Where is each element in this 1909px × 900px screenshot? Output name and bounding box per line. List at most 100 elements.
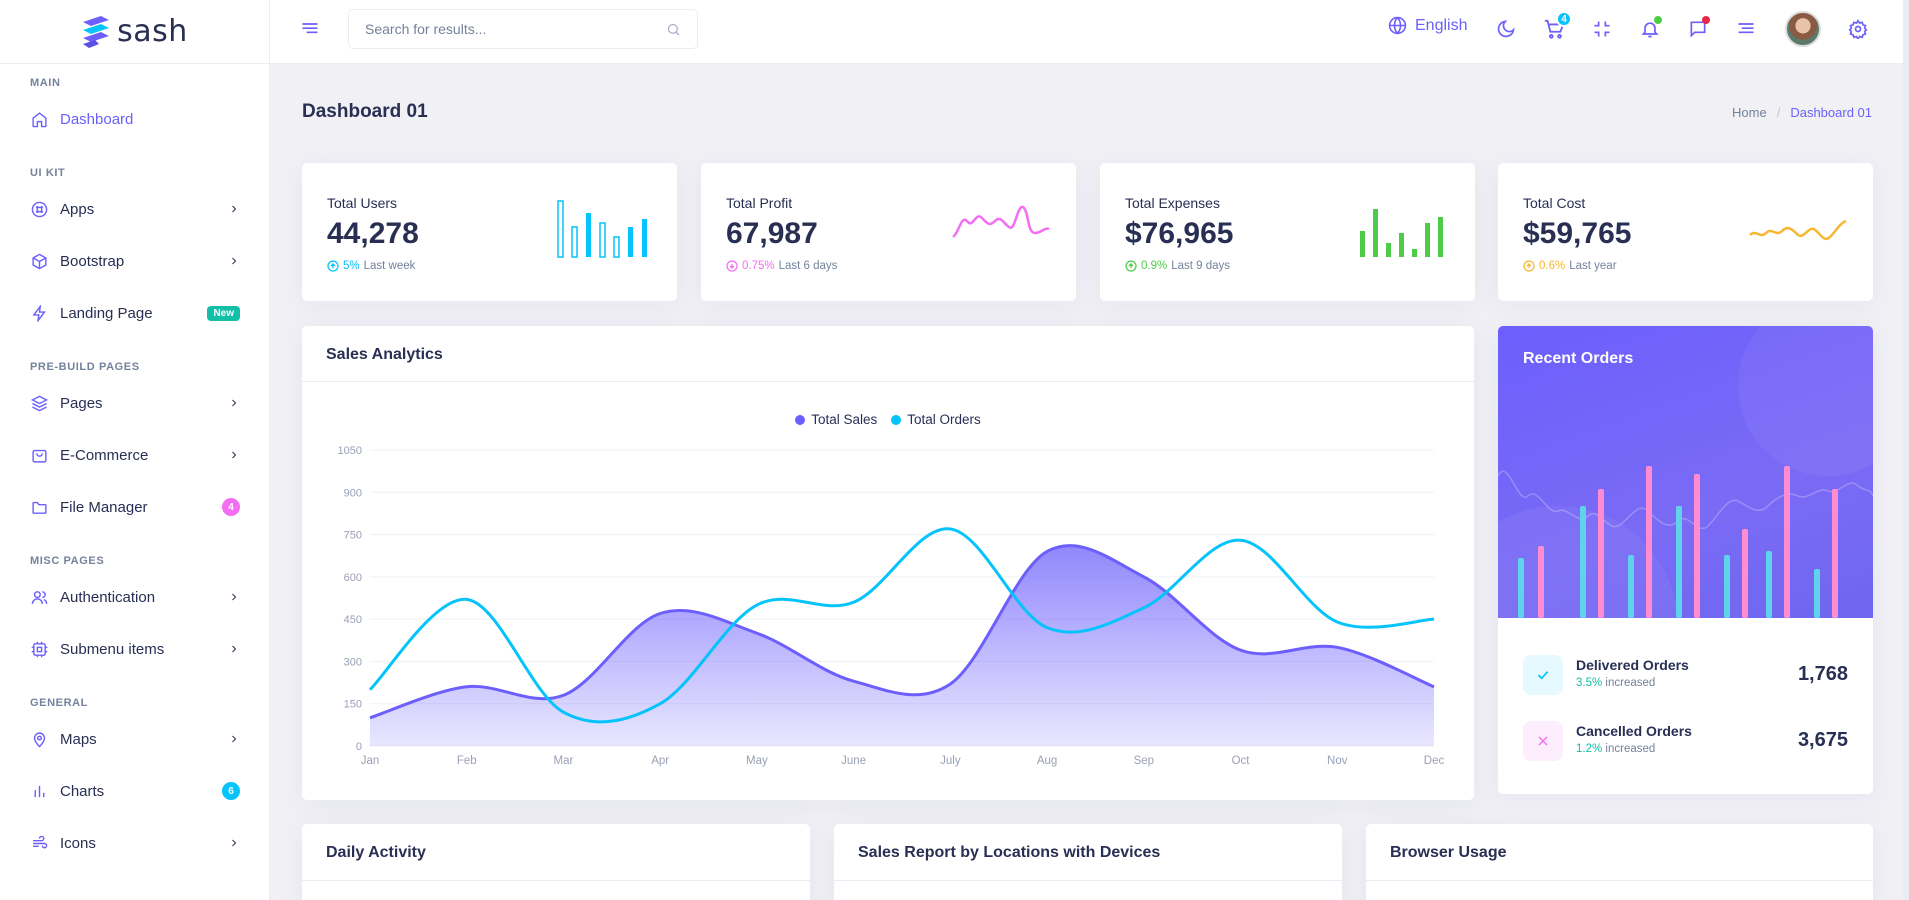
- order-percent: 1.2%: [1576, 743, 1603, 755]
- sidebar-item-maps[interactable]: Maps: [0, 719, 270, 759]
- stat-value: $59,765: [1523, 217, 1632, 250]
- stat-subtext: 5% Last week: [327, 260, 415, 272]
- new-badge: New: [207, 305, 240, 321]
- breadcrumb-home[interactable]: Home: [1732, 105, 1767, 120]
- sidebar-item-label: Dashboard: [60, 110, 134, 128]
- chevron-right-icon: [232, 735, 237, 743]
- arrow-up-circle-icon: [1523, 260, 1535, 272]
- daily-activity-card: Daily Activity: [302, 824, 810, 900]
- sidebar-item-charts[interactable]: Charts 6: [0, 771, 270, 811]
- sidebar-item-dashboard[interactable]: Dashboard: [0, 99, 270, 139]
- recent-orders-card: Recent Orders: [1498, 326, 1873, 794]
- sidebar-right-toggle-icon[interactable]: [1734, 17, 1758, 41]
- globe-icon: [1388, 16, 1407, 35]
- settings-gear-icon[interactable]: [1846, 17, 1870, 41]
- stat-card-total-expenses: Total Expenses $76,965 0.9% Last 9 days: [1100, 163, 1475, 301]
- sidebar-item-label: Pages: [60, 394, 103, 412]
- sidebar-item-apps[interactable]: Apps: [0, 189, 270, 229]
- legend-item-total-orders[interactable]: Total Orders: [891, 412, 981, 427]
- legend-swatch: [795, 414, 806, 425]
- stat-percent: 0.6%: [1539, 260, 1566, 272]
- recent-orders-chart: [1498, 326, 1873, 618]
- section-general: GENERAL: [30, 697, 88, 709]
- notification-bell-icon[interactable]: [1638, 16, 1662, 41]
- browser-usage-card: Browser Usage: [1366, 824, 1873, 900]
- home-icon: [30, 110, 48, 128]
- search-icon[interactable]: [666, 22, 681, 37]
- sidebar-item-authentication[interactable]: Authentication: [0, 577, 270, 617]
- sales-analytics-card: Sales Analytics Total Sales Total Orders…: [302, 326, 1474, 800]
- check-icon: [1523, 655, 1563, 695]
- card-header: Sales Report by Locations with Devices: [834, 824, 1342, 881]
- brand-logo[interactable]: sash: [0, 0, 269, 64]
- sidebar-item-landing-page[interactable]: Landing Page New: [0, 293, 270, 333]
- breadcrumb-separator: /: [1776, 105, 1781, 120]
- x-tick-label: Mar: [554, 755, 574, 767]
- sidebar-item-label: Bootstrap: [60, 252, 125, 270]
- expenses-bar-sparkline: [1360, 209, 1443, 257]
- x-tick-label: Feb: [457, 755, 477, 767]
- sidebar-item-icons[interactable]: Icons: [0, 823, 270, 863]
- sidebar-item-file-manager[interactable]: File Manager 4: [0, 487, 270, 527]
- section-pre-build-pages: PRE-BUILD PAGES: [30, 361, 140, 373]
- stat-title: Total Profit: [726, 195, 793, 211]
- menu-toggle-icon[interactable]: [298, 17, 322, 41]
- sidebar-item-e-commerce[interactable]: E-Commerce: [0, 435, 270, 475]
- slack-icon: [30, 200, 48, 218]
- order-suffix: increased: [1605, 677, 1656, 689]
- order-suffix: increased: [1605, 743, 1656, 755]
- fullscreen-icon[interactable]: [1590, 17, 1614, 41]
- cost-line-sparkline: [1749, 219, 1847, 241]
- chevron-right-icon: [232, 399, 237, 407]
- search-box: [348, 9, 698, 49]
- stat-period: Last 9 days: [1171, 260, 1231, 272]
- cart-icon[interactable]: 4: [1542, 11, 1572, 41]
- sidebar-item-label: Charts: [60, 782, 105, 800]
- bar-chart-icon: [30, 782, 48, 800]
- order-value: 1,768: [1797, 663, 1848, 685]
- y-tick-label: 0: [356, 741, 362, 753]
- card-title: Daily Activity: [326, 844, 426, 861]
- stat-percent: 5%: [343, 260, 360, 272]
- sidebar-item-label: Maps: [60, 730, 97, 748]
- users-icon: [30, 588, 48, 606]
- y-tick-label: 150: [344, 699, 362, 711]
- legend-label: Total Sales: [811, 412, 878, 427]
- messages-icon[interactable]: [1686, 16, 1710, 41]
- language-selector[interactable]: English: [1388, 16, 1467, 35]
- close-icon: [1523, 721, 1563, 761]
- zap-icon: [30, 304, 48, 322]
- stat-card-total-profit: Total Profit 67,987 0.75% Last 6 days: [701, 163, 1076, 301]
- chevron-right-icon: [232, 205, 237, 213]
- y-tick-label: 1050: [338, 445, 362, 457]
- stat-card-total-cost: Total Cost $59,765 0.6% Last year: [1498, 163, 1873, 301]
- breadcrumb: Home / Dashboard 01: [1732, 105, 1872, 120]
- package-icon: [30, 252, 48, 270]
- brand-name: sash: [117, 14, 188, 49]
- legend-item-total-sales[interactable]: Total Sales: [795, 412, 877, 427]
- map-pin-icon: [30, 730, 48, 748]
- user-avatar[interactable]: [1785, 11, 1821, 47]
- x-tick-label: Aug: [1037, 755, 1057, 767]
- stat-subtext: 0.6% Last year: [1523, 260, 1617, 272]
- sash-logo-icon: [83, 15, 110, 48]
- order-sub: 1.2% increased: [1576, 743, 1655, 755]
- sidebar-item-submenu-items[interactable]: Submenu items: [0, 629, 270, 669]
- sidebar-item-label: E-Commerce: [60, 446, 149, 464]
- sidebar-item-bootstrap[interactable]: Bootstrap: [0, 241, 270, 281]
- page-scrollbar[interactable]: [1903, 0, 1909, 900]
- section-ui-kit: UI KIT: [30, 167, 66, 179]
- order-percent: 3.5%: [1576, 677, 1603, 689]
- arrow-up-circle-icon: [1125, 260, 1137, 272]
- stat-title: Total Users: [327, 195, 398, 211]
- x-tick-label: Dec: [1424, 755, 1445, 767]
- search-input[interactable]: [365, 21, 666, 37]
- chevron-right-icon: [232, 593, 237, 601]
- sidebar-item-pages[interactable]: Pages: [0, 383, 270, 423]
- order-name: Cancelled Orders: [1576, 723, 1692, 739]
- card-title: Sales Analytics: [326, 346, 443, 363]
- sidebar-item-label: Landing Page: [60, 304, 153, 322]
- order-bars: [1518, 466, 1838, 618]
- dark-mode-toggle-icon[interactable]: [1494, 17, 1518, 41]
- stat-value: $76,965: [1125, 217, 1234, 250]
